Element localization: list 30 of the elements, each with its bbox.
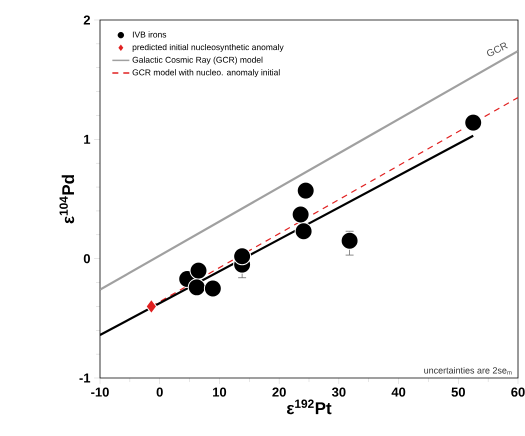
y-tick-label: 0 [84, 254, 90, 264]
x-tick-label: 40 [392, 387, 406, 397]
point [233, 247, 252, 266]
annotation: GCR [487, 42, 508, 56]
annotation: uncertainties are 2se$_{m}$ [424, 366, 512, 374]
point [340, 232, 359, 250]
legend-label: Galactic Cosmic Ray (GCR) model [132, 56, 262, 64]
x-tick-label: -10 [91, 387, 109, 397]
x-tick-label: 30 [332, 387, 346, 397]
x-tick-label: 60 [511, 387, 525, 397]
y-tick-label: 2 [84, 15, 90, 25]
x-tick-label: 10 [213, 387, 226, 397]
point [146, 298, 158, 314]
point [464, 114, 482, 132]
point [204, 280, 222, 298]
legend-label: IVB irons [132, 31, 166, 38]
y-axis-title: ε$^{104}$Pd [59, 175, 74, 224]
legend-label: predicted initial nucleosynthetic anomaly [132, 44, 284, 52]
legend-label: GCR model with nucleo. anomaly initial [132, 69, 280, 78]
point [294, 222, 313, 240]
point [296, 182, 315, 200]
y-tick-label: 1 [84, 134, 90, 144]
point [190, 262, 208, 280]
x-axis-title: ε$^{192}$Pt [287, 400, 332, 414]
x-tick-label: 20 [272, 387, 286, 397]
point [188, 278, 206, 296]
x-tick-label: 50 [451, 387, 465, 397]
x-tick-label: 0 [156, 387, 163, 397]
point [292, 206, 310, 224]
y-tick-label: -1 [79, 374, 90, 382]
